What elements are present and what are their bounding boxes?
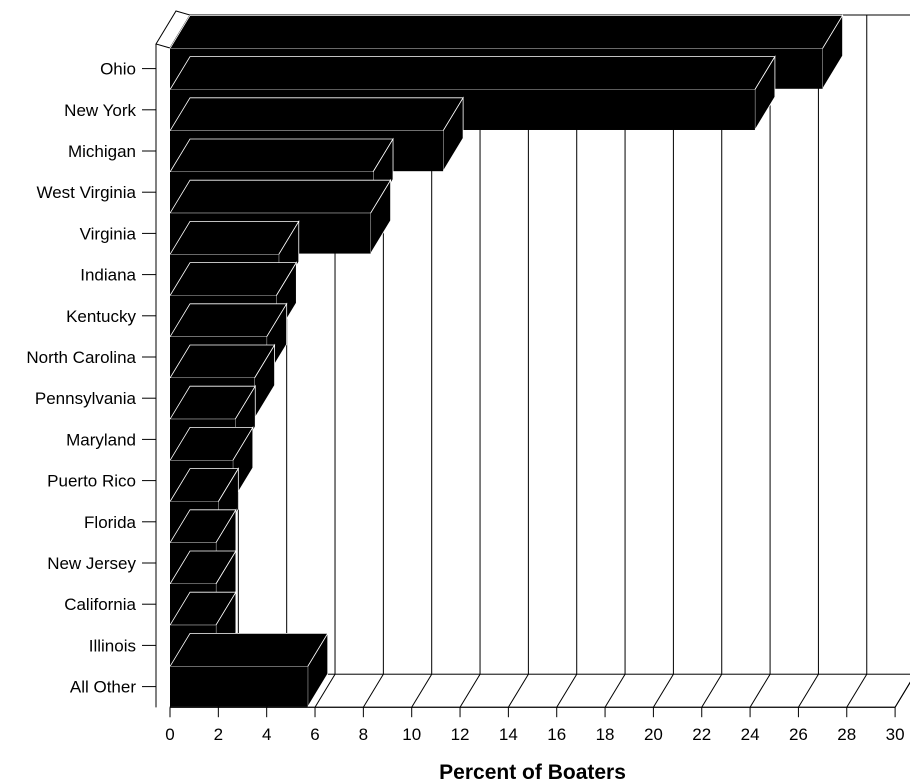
floor-gridline xyxy=(604,673,626,708)
bar-top xyxy=(169,138,394,173)
x-tick-label: 30 xyxy=(886,725,905,744)
x-axis-title: Percent of Boaters xyxy=(439,761,626,783)
y-tick-label: Kentucky xyxy=(66,307,136,326)
x-tick-label: 10 xyxy=(402,725,421,744)
y-tick-label: Virginia xyxy=(80,224,137,243)
x-tick-label: 26 xyxy=(789,725,808,744)
x-tick-label: 2 xyxy=(214,725,223,744)
x-tick-label: 24 xyxy=(741,725,760,744)
x-tick-label: 14 xyxy=(499,725,518,744)
y-tick-label: New York xyxy=(64,101,136,120)
x-tick-label: 22 xyxy=(692,725,711,744)
floor-gridline xyxy=(507,673,529,708)
floor-gridline xyxy=(314,673,336,708)
bar-top xyxy=(169,179,392,214)
bar-top xyxy=(169,262,298,297)
y-tick-label: Michigan xyxy=(68,142,136,161)
floor-gridline xyxy=(797,673,819,708)
y-tick-label: West Virginia xyxy=(36,183,136,202)
floor-gridline xyxy=(556,673,578,708)
bar-top xyxy=(169,56,776,91)
x-tick-label: 20 xyxy=(644,725,663,744)
category-axis: Ohio New York Michigan West Virginia Virgini… xyxy=(26,48,157,708)
floor-gridline xyxy=(362,673,384,708)
floor-right-edge xyxy=(894,681,910,708)
floor-gridline xyxy=(652,673,674,708)
x-tick-label: 28 xyxy=(837,725,856,744)
y-tick-label: Ohio xyxy=(100,60,136,79)
y-tick-label: New Jersey xyxy=(47,554,136,573)
x-tick-label: 12 xyxy=(451,725,470,744)
bar-side xyxy=(307,631,329,709)
floor-gridline xyxy=(701,673,723,708)
y-tick-label: Pennsylvania xyxy=(35,389,137,408)
x-tick-label: 4 xyxy=(262,725,271,744)
y-tick-label: North Carolina xyxy=(26,348,136,367)
floor-gridline xyxy=(749,673,771,708)
bar-top xyxy=(169,303,288,338)
x-tick-label: 8 xyxy=(359,725,368,744)
bar-series xyxy=(169,13,844,709)
x-tick-label: 16 xyxy=(547,725,566,744)
y-tick-label: Florida xyxy=(84,513,137,532)
bar-top xyxy=(169,97,464,132)
floor-gridline xyxy=(459,673,481,708)
left-wall-top xyxy=(155,10,191,49)
y-tick-label: California xyxy=(64,595,136,614)
floor-gridline xyxy=(894,681,910,708)
y-tick-label: Puerto Rico xyxy=(47,472,136,491)
floor-gridline xyxy=(411,673,433,708)
y-tick-label: Illinois xyxy=(89,636,136,655)
y-tick-label: Indiana xyxy=(80,266,136,285)
value-axis: 0 2 4 6 8 10 12 14 16 18 20 22 24 26 28 30 xyxy=(165,706,905,744)
bar-top xyxy=(169,221,300,255)
y-tick-label: All Other xyxy=(70,678,136,697)
x-tick-label: 6 xyxy=(310,725,319,744)
x-tick-label: 0 xyxy=(165,725,174,744)
y-tick-label: Maryland xyxy=(66,430,136,449)
bar-top xyxy=(169,15,844,49)
x-tick-label: 18 xyxy=(596,725,615,744)
floor-gridline xyxy=(846,673,868,708)
bar xyxy=(170,666,308,707)
bar-top xyxy=(169,633,329,667)
